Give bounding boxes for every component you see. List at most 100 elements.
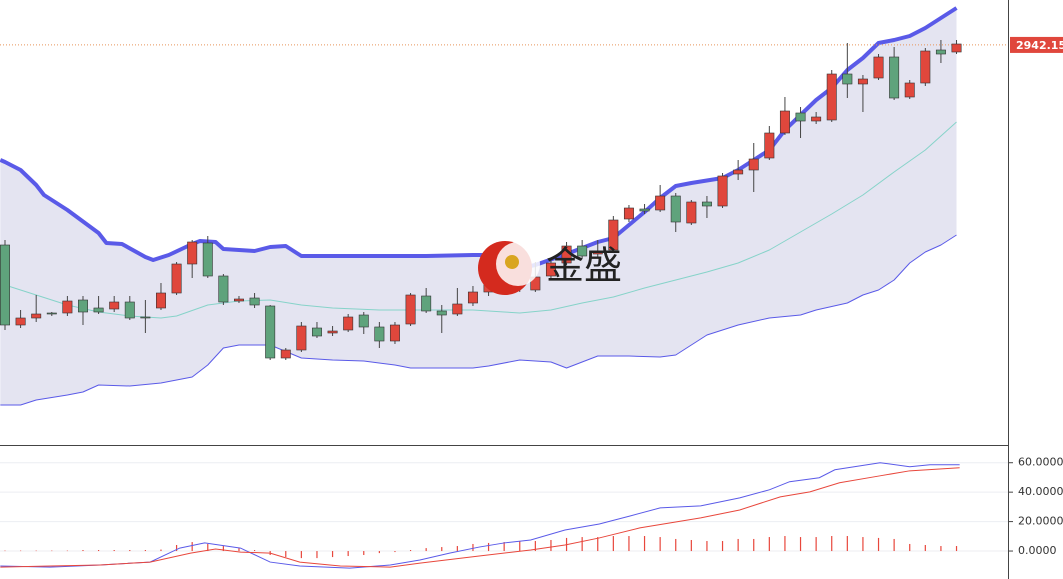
- candle-body: [311, 327, 322, 337]
- candle-body: [545, 262, 556, 277]
- candle-body: [764, 132, 775, 159]
- histogram-bar: [768, 537, 770, 552]
- candle-body: [78, 299, 88, 313]
- y-tick-label: 40.0000: [1018, 485, 1063, 498]
- histogram-bar: [831, 536, 833, 552]
- candle-body: [795, 112, 806, 122]
- candle-body: [639, 208, 650, 212]
- price-label-box: [1010, 36, 1063, 53]
- candle-body: [842, 73, 853, 85]
- histogram-bar: [659, 537, 661, 552]
- candle-body: [109, 301, 120, 310]
- candle-body: [389, 324, 400, 342]
- candle-body: [62, 300, 73, 314]
- histogram-bar: [285, 551, 287, 558]
- candle-body: [31, 313, 42, 319]
- histogram-bar: [487, 542, 490, 552]
- candle-body: [748, 158, 759, 171]
- histogram-bar: [799, 537, 802, 552]
- histogram-bar: [472, 543, 474, 552]
- candle-body: [171, 263, 182, 294]
- histogram-bar: [409, 550, 412, 552]
- candle-body: [779, 110, 790, 134]
- histogram-bar: [737, 538, 739, 552]
- histogram-bar: [846, 536, 848, 552]
- histogram-bar: [909, 543, 911, 552]
- candle-body: [811, 116, 822, 122]
- candle-body: [935, 49, 946, 55]
- histogram-bar: [753, 538, 755, 552]
- histogram-bar: [784, 536, 786, 552]
- candle-body: [873, 56, 884, 79]
- band-fill: [0, 8, 957, 405]
- candle-body: [374, 326, 385, 342]
- candle-body: [561, 245, 572, 264]
- histogram-bar: [924, 544, 926, 552]
- histogram-bar: [643, 536, 646, 552]
- candle-body: [467, 291, 478, 304]
- band-line: [0, 234, 957, 406]
- histogram-bar: [503, 542, 505, 552]
- histogram-bar: [175, 544, 178, 552]
- y-tick-label: 60.0000: [1018, 456, 1063, 469]
- candle-body: [218, 275, 229, 303]
- candle-body: [701, 201, 712, 207]
- histogram-bar: [877, 537, 880, 552]
- histogram-bar: [222, 546, 224, 552]
- candle-body: [452, 303, 463, 315]
- candle-body: [140, 316, 151, 319]
- histogram-bar: [441, 547, 443, 552]
- candle-body: [857, 78, 868, 85]
- histogram-bar: [35, 550, 37, 552]
- candle-body: [296, 325, 307, 351]
- candle-body: [280, 349, 291, 359]
- histogram-bar: [113, 550, 115, 552]
- histogram-bar: [51, 550, 53, 552]
- histogram-bar: [550, 539, 552, 552]
- histogram-bar: [97, 550, 100, 552]
- histogram-bar: [893, 538, 895, 552]
- candle-body: [327, 330, 338, 334]
- histogram-bar: [378, 551, 380, 554]
- candle-body: [93, 307, 104, 313]
- histogram-bar: [363, 551, 365, 556]
- candle-body: [124, 301, 135, 319]
- histogram-bar: [519, 541, 521, 552]
- histogram-bar: [721, 541, 724, 552]
- watermark-text: 金盛: [546, 244, 622, 288]
- candle-body: [951, 43, 962, 53]
- histogram-bar: [331, 551, 334, 558]
- y-tick-label: 0.0000: [1018, 544, 1057, 557]
- histogram-bar: [82, 550, 84, 552]
- histogram-bar: [534, 541, 536, 552]
- indicator-line: [0, 462, 960, 569]
- plot-layer: [0, 6, 1008, 569]
- candle-body: [608, 219, 619, 251]
- candle-body: [686, 201, 697, 224]
- histogram-bar: [160, 549, 162, 552]
- candle-body: [826, 73, 837, 121]
- histogram-bar: [425, 548, 427, 552]
- histogram-bar: [238, 548, 240, 552]
- histogram-bar: [316, 551, 318, 559]
- histogram-bar: [253, 550, 256, 552]
- histogram-bar: [581, 537, 583, 552]
- histogram-bar: [456, 546, 458, 552]
- histogram-bar: [612, 536, 614, 552]
- histogram-bar: [144, 550, 146, 552]
- candle-body: [0, 244, 10, 326]
- candle-body: [577, 245, 588, 257]
- candle-body: [358, 314, 369, 328]
- candle-body: [405, 294, 416, 325]
- band-line: [4, 121, 957, 319]
- histogram-bar: [815, 537, 817, 552]
- candle-body: [717, 175, 728, 207]
- candle-body: [623, 207, 634, 220]
- histogram-bar: [300, 551, 302, 559]
- histogram-bar: [394, 551, 396, 553]
- price-label: 2942.15: [1016, 39, 1063, 52]
- y-tick-label: 20.0000: [1018, 515, 1063, 528]
- candle-body: [920, 50, 931, 84]
- candle-body: [249, 297, 260, 306]
- histogram-bar: [4, 550, 6, 552]
